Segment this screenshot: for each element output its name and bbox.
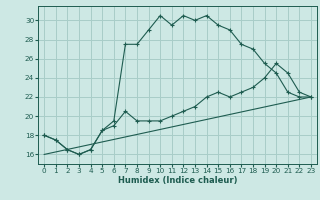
X-axis label: Humidex (Indice chaleur): Humidex (Indice chaleur) [118,176,237,185]
